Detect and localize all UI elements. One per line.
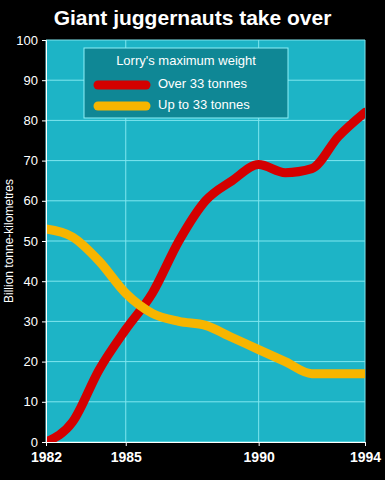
legend-key (98, 102, 146, 111)
grid-line (46, 361, 365, 362)
grid-line (46, 241, 365, 242)
tick-label: 90 (24, 73, 38, 88)
legend: Lorry's maximum weight Over 33 tonnes Up t… (84, 48, 288, 118)
tick: 1990 (244, 442, 275, 465)
tick-mark (42, 442, 46, 443)
tick: 60 (24, 193, 46, 208)
tick-label: 20 (24, 354, 38, 369)
series-line (46, 229, 365, 374)
tick-label: 100 (16, 33, 38, 48)
tick-label: 50 (24, 234, 38, 249)
tick: 100 (16, 33, 46, 48)
tick-label: 70 (24, 153, 38, 168)
tick: 30 (24, 314, 46, 329)
tick: 40 (24, 274, 46, 289)
title: Giant juggernauts take over (54, 6, 332, 29)
tick-label: 1994 (350, 449, 381, 465)
tick-mark (42, 120, 46, 121)
tick-mark (42, 241, 46, 242)
x-axis: 1982 1985 1990 1994 (31, 442, 381, 465)
tick-mark (126, 442, 127, 446)
tick-mark (42, 402, 46, 403)
tick-label: 60 (24, 193, 38, 208)
grid-line (46, 120, 365, 121)
chart: Giant juggernauts take over 0 10 20 30 40 50 60… (0, 0, 385, 480)
tick-label: 10 (24, 394, 38, 409)
tick: 1994 (350, 442, 381, 465)
tick-mark (365, 442, 366, 446)
plot-area (46, 40, 365, 442)
tick-mark (42, 161, 46, 162)
legend-title: Lorry's maximum weight (116, 53, 256, 68)
tick-mark (42, 362, 46, 363)
tick: 90 (24, 73, 46, 88)
legend-label: Over 33 tonnes (158, 76, 247, 91)
tick-label: 0 (31, 435, 38, 450)
tick: 20 (24, 354, 46, 369)
tick-label: 1990 (244, 449, 275, 465)
axis-line (42, 41, 47, 443)
tick: 0 (31, 435, 46, 450)
grid-line (365, 40, 366, 442)
tick: 80 (24, 113, 46, 128)
tick-mark (259, 442, 260, 446)
background (0, 0, 385, 480)
tick-label: 80 (24, 113, 38, 128)
series-line (46, 112, 365, 442)
tick: 1982 (31, 442, 62, 465)
grid-line (46, 401, 365, 402)
tick-mark (42, 281, 46, 282)
tick-mark (42, 321, 46, 322)
tick-label: 1982 (31, 449, 62, 465)
grid (46, 40, 365, 442)
tick: 1985 (111, 442, 142, 465)
tick: 50 (24, 234, 46, 249)
series-group (46, 112, 365, 442)
axis-line (47, 443, 366, 447)
tick-label: 30 (24, 314, 38, 329)
legend-box (84, 48, 288, 118)
y-axis: 0 10 20 30 40 50 60 70 80 90 100 (16, 33, 46, 450)
tick-mark (46, 442, 47, 446)
tick: 70 (24, 153, 46, 168)
tick-label: 40 (24, 274, 38, 289)
grid-line (46, 40, 365, 41)
tick-label: 1985 (111, 449, 142, 465)
legend-key (98, 81, 146, 90)
tick-mark (42, 201, 46, 202)
grid-line (46, 281, 365, 282)
y-axis-title: Billion tonne-kilometres (2, 179, 16, 303)
tick: 10 (24, 394, 46, 409)
tick-mark (42, 40, 46, 41)
tick-mark (42, 80, 46, 81)
legend-label: Up to 33 tonnes (158, 97, 250, 112)
